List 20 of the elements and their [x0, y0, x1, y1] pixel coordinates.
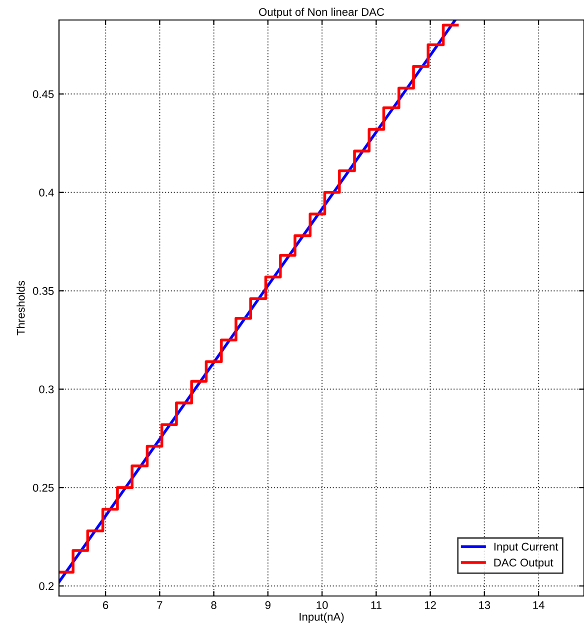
x-tick-label: 13: [479, 601, 490, 610]
y-tick-label: 0.4: [39, 188, 54, 197]
x-tick-label: 14: [533, 601, 544, 609]
y-tick-label: 0.3: [39, 385, 54, 394]
x-tick-label: 10: [316, 601, 328, 610]
y-tick-label: 0.35: [32, 287, 54, 295]
x-tick-label: 6: [103, 601, 108, 610]
x-axis-title: Input(nA): [300, 612, 344, 623]
y-tick-label: 0.25: [32, 484, 54, 492]
x-tick-label: 9: [265, 601, 270, 610]
x-tick-label: 7: [157, 601, 162, 609]
legend-label: DAC Output: [494, 558, 554, 569]
legend-label: Input Current: [494, 542, 558, 553]
y-tick-label: 0.45: [32, 90, 54, 98]
y-axis-title: Thresholds: [16, 280, 25, 336]
y-tick-label: 0.2: [39, 582, 54, 590]
x-tick-label: 8: [211, 601, 216, 610]
x-tick-label: 12: [424, 601, 436, 609]
x-tick-label: 11: [371, 601, 382, 609]
chart-title: Output of Non linear DAC: [259, 8, 384, 18]
